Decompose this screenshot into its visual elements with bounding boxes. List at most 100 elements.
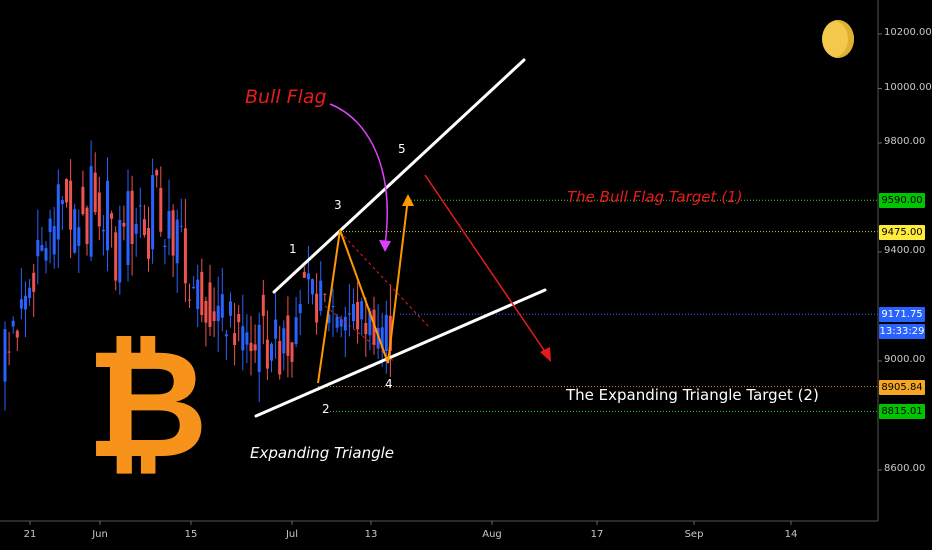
- candle-body: [261, 294, 265, 316]
- candle-body: [315, 293, 319, 323]
- y-tick-label: 8600.00: [884, 463, 926, 474]
- candles-layer: [3, 140, 392, 411]
- candle-body: [142, 219, 146, 236]
- candle-body: [151, 174, 155, 250]
- y-tick-label: 10000.00: [884, 81, 932, 93]
- x-tick-label: 17: [590, 529, 604, 540]
- wave-path: [317, 197, 409, 384]
- candle-body: [278, 341, 282, 375]
- candle-body: [130, 190, 134, 244]
- candle-body: [335, 316, 339, 328]
- bull-flag-arrowhead: [379, 240, 391, 252]
- candle-body: [372, 309, 376, 346]
- target-down-arrowhead: [540, 347, 551, 362]
- candle-body: [175, 219, 179, 264]
- candle-body: [294, 317, 298, 344]
- candle-body: [188, 299, 191, 301]
- candle-body: [179, 225, 183, 227]
- candle-body: [200, 271, 204, 315]
- candle-body: [15, 330, 19, 338]
- candle-body: [327, 314, 331, 323]
- candle-body: [65, 179, 68, 203]
- x-tick-label: Aug: [482, 529, 502, 540]
- candle-body: [364, 322, 368, 335]
- bull-flag-label: Bull Flag: [245, 86, 327, 108]
- x-tick-label: 21: [23, 529, 37, 540]
- candle-body: [311, 279, 314, 295]
- expanding-triangle-label: Expanding Triangle: [250, 444, 395, 462]
- candle-body: [274, 319, 278, 339]
- candle-body: [73, 209, 77, 253]
- candle-body: [44, 248, 48, 261]
- candle-body: [319, 280, 323, 311]
- candle-body: [249, 342, 253, 352]
- candle-body: [286, 315, 290, 356]
- wave-label-2: 2: [322, 402, 330, 416]
- wave-label-3: 3: [334, 198, 342, 212]
- candle-body: [77, 227, 81, 246]
- candle-body: [192, 286, 196, 289]
- candle-body: [122, 222, 126, 227]
- candle-body: [237, 314, 241, 323]
- candle-body: [110, 213, 114, 219]
- candle-body: [138, 205, 142, 207]
- y-tick-label: 10200.00: [884, 27, 932, 38]
- x-tick-label: Sep: [684, 529, 704, 540]
- flag-upper-channel: [339, 231, 431, 329]
- target-down-arrow: [424, 174, 549, 357]
- candle-body: [343, 316, 347, 331]
- candle-body: [155, 170, 159, 176]
- wave-label-5: 5: [398, 142, 406, 156]
- x-tick-label: Jul: [285, 529, 299, 540]
- candle-body: [28, 287, 32, 299]
- candle-body: [11, 320, 15, 327]
- candle-body: [253, 344, 257, 351]
- candle-body: [19, 299, 23, 309]
- candle-body: [52, 226, 56, 255]
- level-lines-layer: [318, 199, 878, 412]
- candle-body: [159, 187, 163, 232]
- bitcoin-logo-icon: ₿: [86, 318, 209, 492]
- candle-body: [356, 301, 360, 330]
- x-tick-label: 13: [364, 529, 378, 540]
- candle-body: [384, 314, 388, 351]
- candle-body: [81, 186, 85, 215]
- bull-flag-target-label: The Bull Flag Target (1): [567, 188, 743, 206]
- y-tick-label: 9800.00: [884, 136, 926, 147]
- level-9475-badge: 9475.00: [879, 224, 925, 240]
- wave-arrowhead: [402, 194, 414, 206]
- candle-body: [245, 332, 249, 345]
- candle-body: [233, 332, 237, 346]
- candle-body: [183, 228, 187, 284]
- drawings-layer: [254, 58, 551, 418]
- candle-body: [69, 180, 73, 230]
- wave-label-1: 1: [289, 242, 297, 256]
- candle-body: [147, 228, 150, 259]
- candle-body: [60, 200, 64, 205]
- candle-body: [298, 304, 302, 314]
- candle-body: [118, 219, 122, 283]
- candle-body: [7, 351, 11, 353]
- candle-body: [171, 210, 175, 256]
- candle-body: [331, 305, 335, 307]
- x-tick-label: 15: [184, 529, 198, 540]
- candle-body: [3, 329, 7, 382]
- candle-body: [241, 326, 245, 351]
- candle-body: [380, 327, 384, 349]
- candle-body: [24, 295, 27, 310]
- candle-body: [302, 271, 306, 278]
- candle-body: [101, 229, 105, 232]
- y-tick-label: 9000.00: [884, 354, 926, 365]
- candle-body: [388, 315, 392, 351]
- candle-body: [48, 218, 52, 232]
- bull-flag-target-badge: 9590.00: [879, 193, 925, 209]
- candle-body: [270, 343, 273, 361]
- last-price-badge: 9171.75: [879, 307, 925, 323]
- candle-body: [339, 319, 343, 327]
- expanding-triangle-target-badge: 8905.84: [879, 379, 925, 395]
- bull-flag-arrow: [329, 103, 388, 246]
- candle-body: [32, 272, 36, 292]
- candle-body: [97, 192, 101, 227]
